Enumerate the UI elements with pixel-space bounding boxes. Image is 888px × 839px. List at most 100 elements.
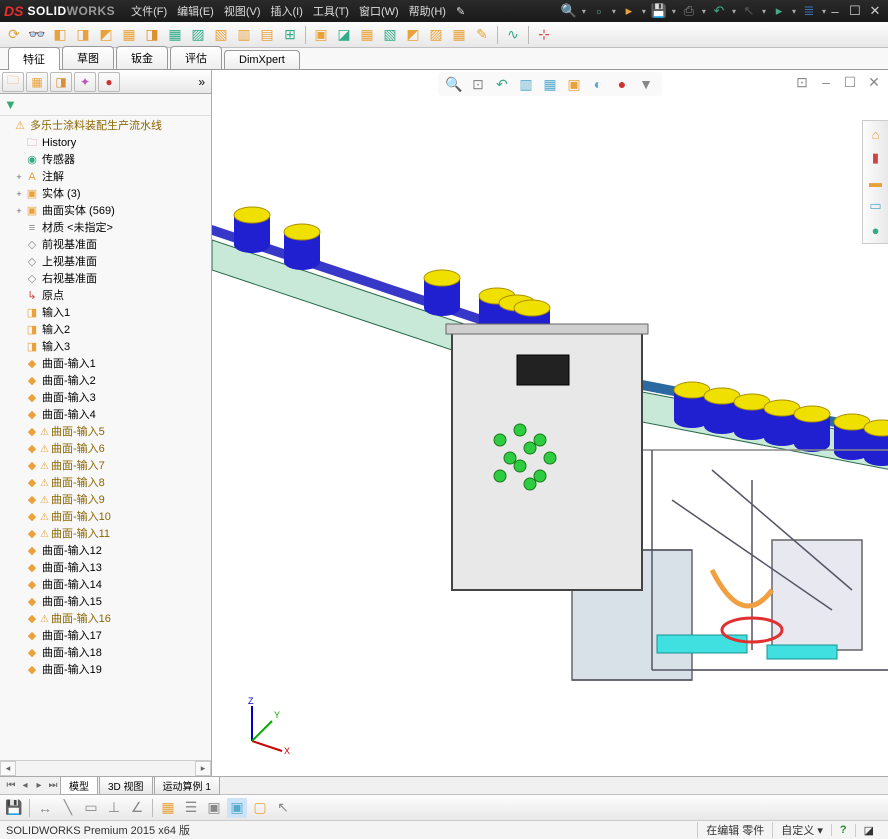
close-icon[interactable]: ✕ bbox=[866, 2, 884, 20]
menu-窗口(W)[interactable]: 窗口(W) bbox=[355, 1, 403, 21]
menu-文件(F)[interactable]: 文件(F) bbox=[127, 1, 171, 21]
tree-item[interactable]: ◆⚠曲面-输入7 bbox=[0, 458, 211, 475]
tool-icon[interactable]: ▭ bbox=[863, 195, 888, 217]
new-icon[interactable]: ▫ bbox=[590, 2, 608, 20]
menu-帮助(H)[interactable]: 帮助(H) bbox=[405, 1, 450, 21]
globe-icon[interactable]: ● bbox=[863, 219, 888, 241]
view-max-icon[interactable]: ☐ bbox=[840, 72, 860, 92]
iso1-icon[interactable]: ◨ bbox=[142, 25, 162, 45]
doc-icon[interactable]: ⊡ bbox=[792, 72, 812, 92]
spline-icon[interactable]: ∿ bbox=[503, 25, 523, 45]
options-icon[interactable]: ≣ bbox=[800, 2, 818, 20]
tree-item[interactable]: ◆曲面-输入18 bbox=[0, 645, 211, 662]
save-icon[interactable]: 💾 bbox=[650, 2, 668, 20]
bottom-tab-3D 视图[interactable]: 3D 视图 bbox=[99, 777, 153, 795]
print-icon[interactable]: ⎙ bbox=[680, 2, 698, 20]
grid2-icon[interactable]: ▦ bbox=[158, 798, 178, 818]
grid-icon[interactable]: ⊞ bbox=[280, 25, 300, 45]
perp-icon[interactable]: ⊥ bbox=[104, 798, 124, 818]
tree-item[interactable]: ◆曲面-输入2 bbox=[0, 373, 211, 390]
corner-icon[interactable]: ▭ bbox=[81, 798, 101, 818]
camera-icon[interactable]: ▣ bbox=[204, 798, 224, 818]
iso6-icon[interactable]: ▤ bbox=[257, 25, 277, 45]
search-icon[interactable]: 🔍 bbox=[560, 2, 578, 20]
feature-tree-icon[interactable]: 🗀 bbox=[2, 72, 24, 92]
tree-hscroll[interactable]: ◂ ▸ bbox=[0, 760, 211, 776]
tree-item[interactable]: ◆⚠曲面-输入6 bbox=[0, 441, 211, 458]
status-custom[interactable]: 自定义 ▾ bbox=[772, 822, 831, 838]
status-expand-icon[interactable]: ◪ bbox=[855, 824, 882, 837]
save2-icon[interactable]: 💾 bbox=[4, 798, 24, 818]
tree-item[interactable]: ◆⚠曲面-输入10 bbox=[0, 509, 211, 526]
tab-DimXpert[interactable]: DimXpert bbox=[224, 50, 300, 69]
bottom-tab-模型[interactable]: 模型 bbox=[60, 777, 98, 795]
nav-btn[interactable]: ⏭ bbox=[46, 780, 60, 791]
filter-icon[interactable]: ▼ bbox=[4, 97, 17, 112]
tab-草图[interactable]: 草图 bbox=[62, 46, 114, 69]
nav-btn[interactable]: ▸ bbox=[32, 780, 46, 791]
tree-item[interactable]: ◨输入2 bbox=[0, 322, 211, 339]
zoom-area-icon[interactable]: ⊡ bbox=[468, 74, 488, 94]
glasses-icon[interactable]: 👓 bbox=[27, 25, 47, 45]
tree-item[interactable]: ⚠多乐士涂料装配生产流水线 bbox=[0, 118, 211, 135]
help-icon[interactable]: ? bbox=[831, 824, 855, 836]
collapse-icon[interactable]: » bbox=[198, 75, 205, 89]
shaded-icon[interactable]: ▣ bbox=[227, 798, 247, 818]
hide-show-icon[interactable]: ◐ bbox=[588, 74, 608, 94]
tab-特征[interactable]: 特征 bbox=[8, 47, 60, 70]
tree-item[interactable]: +▣实体 (3) bbox=[0, 186, 211, 203]
cube4-icon[interactable]: ▧ bbox=[380, 25, 400, 45]
chart-icon[interactable]: ▮ bbox=[863, 147, 888, 169]
tab-钣金[interactable]: 钣金 bbox=[116, 46, 168, 69]
tree-item[interactable]: ◆曲面-输入14 bbox=[0, 577, 211, 594]
tree-item[interactable]: ◆⚠曲面-输入9 bbox=[0, 492, 211, 509]
minimize-icon[interactable]: – bbox=[826, 2, 844, 20]
tree-item[interactable]: ◆⚠曲面-输入5 bbox=[0, 424, 211, 441]
pick-icon[interactable]: ↖ bbox=[273, 798, 293, 818]
cube3-icon[interactable]: ▦ bbox=[357, 25, 377, 45]
home-icon[interactable]: ⌂ bbox=[863, 123, 888, 145]
rebuild-icon[interactable]: ▸ bbox=[770, 2, 788, 20]
config-icon[interactable]: ◨ bbox=[50, 72, 72, 92]
maximize-icon[interactable]: ☐ bbox=[846, 2, 864, 20]
scroll-left-icon[interactable]: ◂ bbox=[0, 761, 16, 776]
tree-item[interactable]: ◆⚠曲面-输入16 bbox=[0, 611, 211, 628]
box2-icon[interactable]: ◨ bbox=[73, 25, 93, 45]
smart-dim-icon[interactable]: ↔ bbox=[35, 798, 55, 818]
box3-icon[interactable]: ◩ bbox=[96, 25, 116, 45]
model-3d[interactable] bbox=[212, 70, 888, 776]
tree-item[interactable]: ◆曲面-输入12 bbox=[0, 543, 211, 560]
tree-item[interactable]: +A注解 bbox=[0, 169, 211, 186]
reload-icon[interactable]: ⟳ bbox=[4, 25, 24, 45]
menu-编辑(E)[interactable]: 编辑(E) bbox=[173, 1, 218, 21]
iso3-icon[interactable]: ▨ bbox=[188, 25, 208, 45]
tree-item[interactable]: ↳原点 bbox=[0, 288, 211, 305]
axis-icon[interactable]: ⊹ bbox=[534, 25, 554, 45]
tree-item[interactable]: ◇前视基准面 bbox=[0, 237, 211, 254]
tree-item[interactable]: ◆曲面-输入17 bbox=[0, 628, 211, 645]
box4-icon[interactable]: ▦ bbox=[119, 25, 139, 45]
viewport-3d[interactable]: 🔍⊡↶▥▦▣◐●▼ ⊡–☐✕ ⌂▮▬▭● Z X Y bbox=[212, 70, 888, 776]
tree-item[interactable]: ◨输入3 bbox=[0, 339, 211, 356]
tree-item[interactable]: +▣曲面实体 (569) bbox=[0, 203, 211, 220]
tree-item[interactable]: ◆曲面-输入19 bbox=[0, 662, 211, 679]
appear-icon[interactable]: ▼ bbox=[636, 74, 656, 94]
prev-view-icon[interactable]: ↶ bbox=[492, 74, 512, 94]
undo-icon[interactable]: ↶ bbox=[710, 2, 728, 20]
tree-item[interactable]: ≡材质 <未指定> bbox=[0, 220, 211, 237]
iso4-icon[interactable]: ▧ bbox=[211, 25, 231, 45]
tree-item[interactable]: ◇上视基准面 bbox=[0, 254, 211, 271]
iso5-icon[interactable]: ▥ bbox=[234, 25, 254, 45]
menu-工具(T)[interactable]: 工具(T) bbox=[309, 1, 353, 21]
appearance-icon[interactable]: ● bbox=[98, 72, 120, 92]
tree-item[interactable]: ◆⚠曲面-输入11 bbox=[0, 526, 211, 543]
open-icon[interactable]: ▸ bbox=[620, 2, 638, 20]
tree-item[interactable]: ◆曲面-输入1 bbox=[0, 356, 211, 373]
tree-item[interactable]: ◆曲面-输入15 bbox=[0, 594, 211, 611]
bottom-tab-运动算例 1[interactable]: 运动算例 1 bbox=[154, 777, 220, 795]
cube2-icon[interactable]: ◪ bbox=[334, 25, 354, 45]
view-min-icon[interactable]: – bbox=[816, 72, 836, 92]
menu-插入(I)[interactable]: 插入(I) bbox=[267, 1, 307, 21]
ang-icon[interactable]: ∠ bbox=[127, 798, 147, 818]
measure-icon[interactable]: ☰ bbox=[181, 798, 201, 818]
